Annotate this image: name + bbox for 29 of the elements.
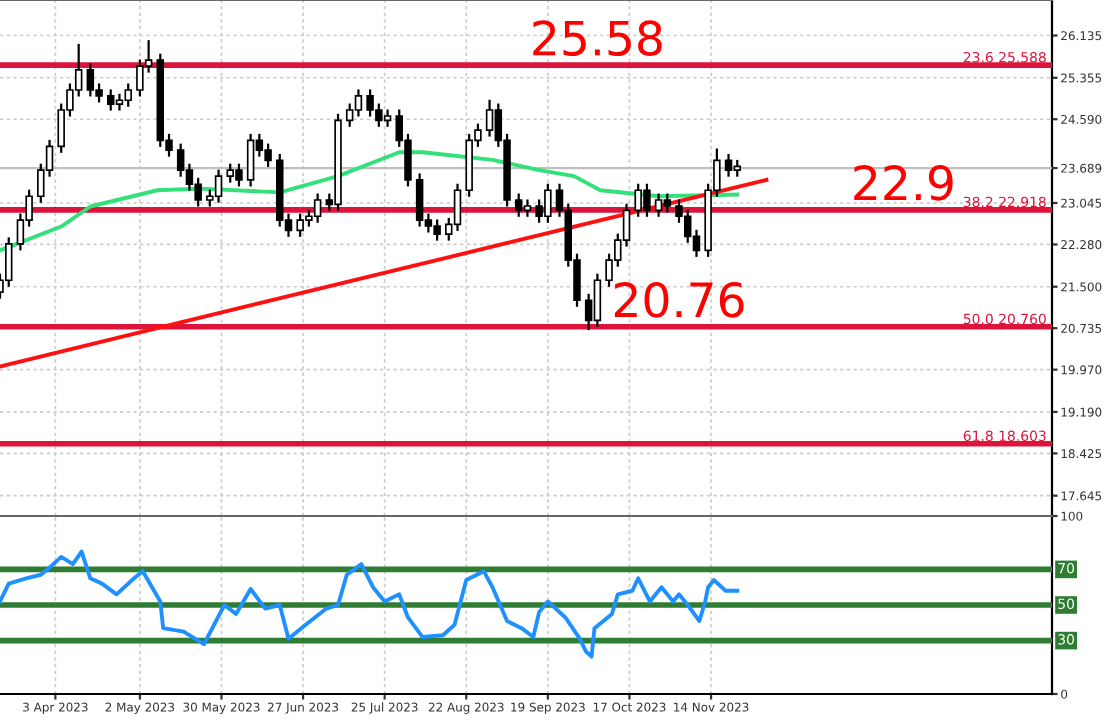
candlestick xyxy=(654,192,663,218)
annotation: 22.9 xyxy=(854,165,953,201)
candlestick xyxy=(383,108,392,128)
candlestick xyxy=(345,102,354,128)
candlestick xyxy=(354,88,363,118)
candlestick xyxy=(433,218,441,242)
candlestick xyxy=(485,98,494,138)
candlestick xyxy=(683,208,692,244)
candlestick xyxy=(453,182,462,233)
candlestick xyxy=(313,192,322,224)
candlestick xyxy=(663,192,672,214)
candlestick xyxy=(523,198,532,218)
candlestick xyxy=(86,62,95,98)
line-series xyxy=(0,150,740,253)
line-series xyxy=(0,549,740,659)
candlestick xyxy=(136,58,144,98)
candlestick xyxy=(4,236,13,288)
candlestick xyxy=(593,272,602,328)
candlestick xyxy=(415,172,424,228)
annotation: 20.76 xyxy=(614,281,744,318)
candlestick xyxy=(124,82,132,108)
candlestick xyxy=(264,142,272,169)
candlestick xyxy=(246,132,255,188)
candlestick xyxy=(514,192,523,218)
candlestick xyxy=(724,152,733,178)
annotation: 25.58 xyxy=(533,20,662,56)
candlestick xyxy=(176,142,185,178)
candlestick xyxy=(214,168,223,204)
candlestick xyxy=(106,88,115,112)
